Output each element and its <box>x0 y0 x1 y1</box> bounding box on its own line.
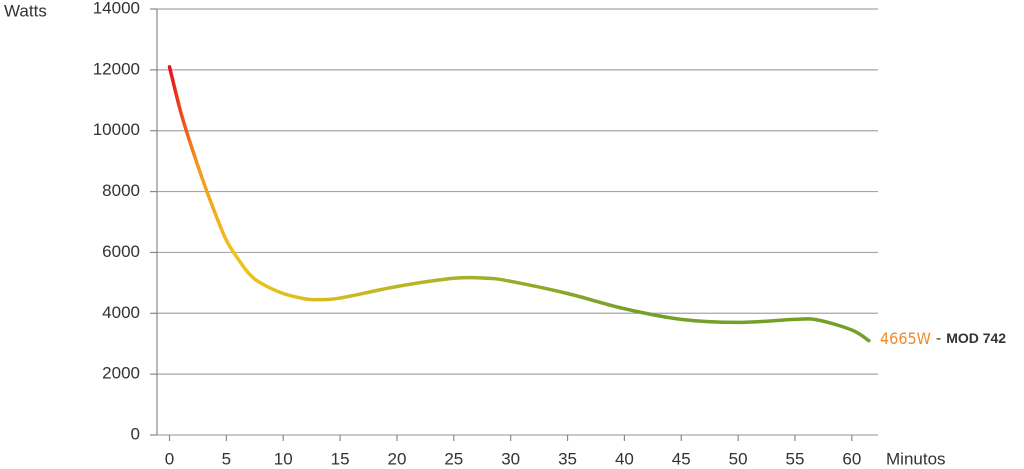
x-tick-label: 10 <box>274 449 293 468</box>
x-tick-label: 45 <box>672 449 691 468</box>
line <box>167 65 871 343</box>
x-tick-label: 55 <box>786 449 805 468</box>
x-tick-label: 0 <box>165 449 174 468</box>
x-tick-label: 35 <box>558 449 577 468</box>
x-tick-label: 60 <box>842 449 861 468</box>
annotation: 4665W - MOD 742 <box>880 329 1006 348</box>
x-tick-label: 5 <box>222 449 231 468</box>
annotation-value: 4665W <box>880 329 931 348</box>
x-tick-label: 40 <box>615 449 634 468</box>
y-tick-label: 0 <box>131 424 140 443</box>
y-tick-label: 12000 <box>93 59 140 78</box>
x-axis-label: Minutos <box>886 449 946 468</box>
x-tick-label: 15 <box>331 449 350 468</box>
y-axis-label: Watts <box>4 1 47 20</box>
y-tick-label: 14000 <box>93 0 140 17</box>
x-tick-label: 25 <box>444 449 463 468</box>
y-tick-label: 4000 <box>102 303 140 322</box>
x-tick-label: 30 <box>501 449 520 468</box>
y-tick-label: 8000 <box>102 181 140 200</box>
annotation-separator: - <box>936 330 941 347</box>
x-tick-label: 20 <box>387 449 406 468</box>
x-tick-label: 50 <box>729 449 748 468</box>
y-tick-label: 10000 <box>93 120 140 139</box>
y-tick-label: 2000 <box>102 364 140 383</box>
y-tick-label: 6000 <box>102 242 140 261</box>
annotation-model: MOD 742 <box>946 330 1006 346</box>
